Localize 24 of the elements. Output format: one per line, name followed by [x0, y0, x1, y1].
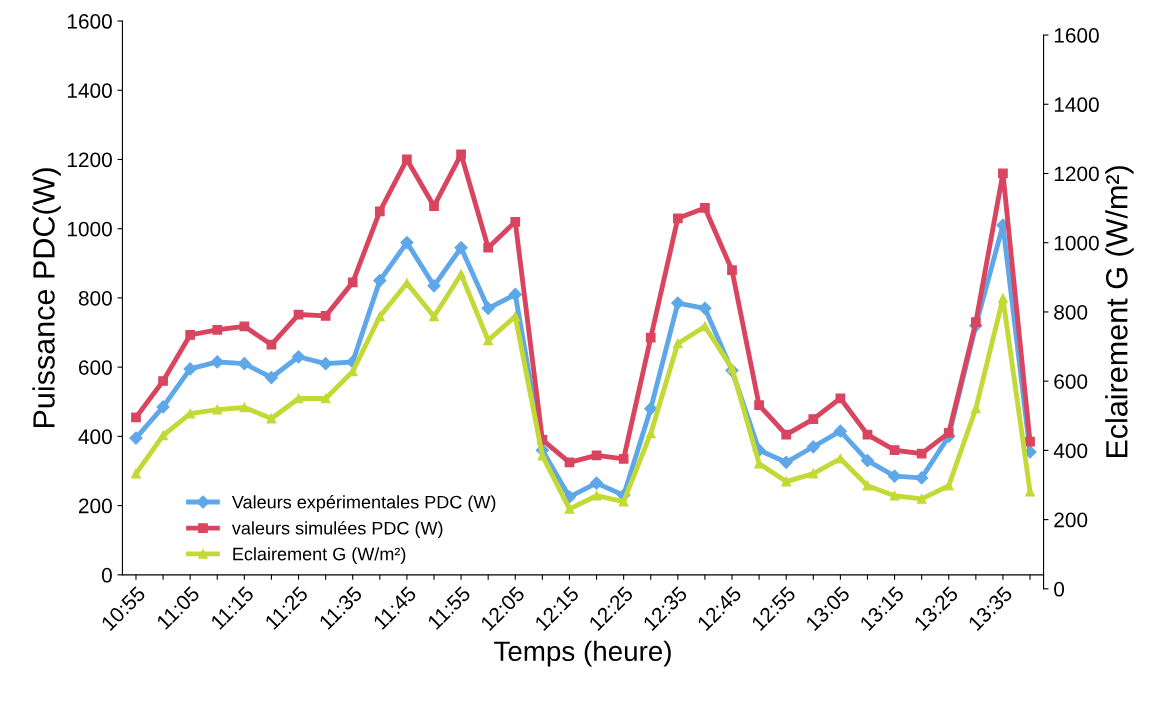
- y2-tick-label: 800: [1054, 304, 1088, 320]
- y2-tick-label: 1200: [1054, 166, 1099, 182]
- legend-label: Valeurs expérimentales PDC (W): [231, 495, 496, 513]
- y-tick-label: 1400: [67, 83, 112, 99]
- y2-tick-label: 600: [1054, 374, 1088, 389]
- y-tick-label: 1000: [67, 221, 112, 237]
- y2-tick-label: 200: [1054, 512, 1088, 528]
- y-tick-label: 200: [79, 498, 112, 514]
- y-tick-label: 400: [78, 429, 112, 445]
- y2-tick-label: 0: [1054, 581, 1065, 597]
- legend-label: valeurs simulées PDC (W): [231, 521, 443, 539]
- y2-axis-title: Eclairement G (W/m²): [1105, 166, 1134, 458]
- y-tick-label: 0: [101, 567, 112, 583]
- y-tick-label: 800: [78, 290, 112, 306]
- y2-tick-label: 400: [1053, 443, 1088, 459]
- y-tick-label: 1200: [67, 152, 112, 168]
- y-axis-title: Puissance PDC(W): [32, 168, 61, 427]
- y2-tick-label: 1000: [1054, 235, 1099, 251]
- y-tick-label: 1600: [67, 14, 112, 29]
- x-axis-title: Temps (heure): [494, 640, 671, 667]
- y-tick-label: 600: [79, 360, 112, 375]
- y2-tick-label: 1600: [1054, 28, 1099, 43]
- legend-label: Eclairement G (W/m²): [233, 547, 406, 564]
- y2-tick-label: 1400: [1054, 97, 1099, 113]
